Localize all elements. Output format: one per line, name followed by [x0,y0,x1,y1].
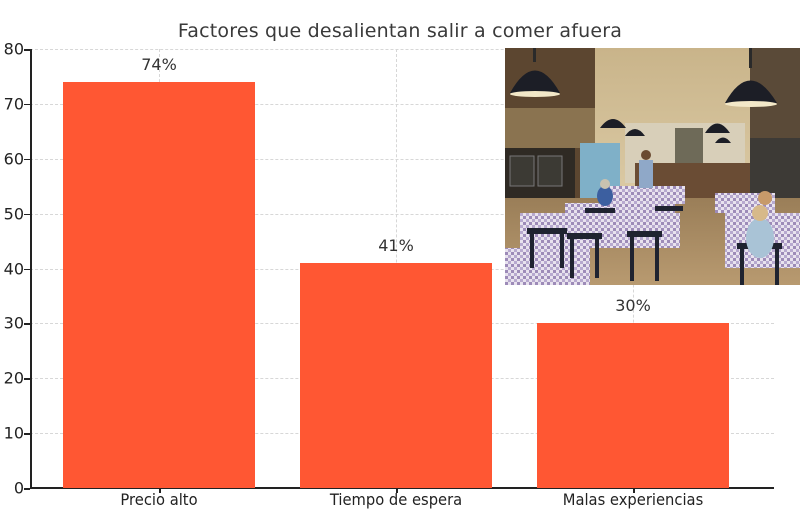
x-tick [633,488,635,493]
y-tick-label: 60 [3,149,24,169]
gridline-horizontal [30,158,774,160]
y-tick [24,433,30,435]
y-tick-label: 20 [3,368,24,388]
bar-value-label: 74% [141,54,177,74]
gridline-horizontal [30,49,774,50]
x-tick-label: Malas experiencias [562,490,704,509]
y-tick [24,49,30,51]
y-tick [24,268,30,270]
gridline-horizontal [30,103,774,105]
chart-title: Factores que desalientan salir a comer a… [177,20,623,42]
y-tick [24,488,30,490]
y-tick-label: 40 [3,259,24,278]
bar-value-label: 30% [615,296,651,316]
bar [300,263,492,488]
y-tick-label: 80 [3,39,24,59]
y-tick-label: 70 [3,94,24,114]
x-tick-label: Tiempo de espera [329,490,463,509]
y-tick-label: 50 [3,204,24,224]
y-tick [24,158,30,161]
y-axis-line [30,49,32,488]
x-tick [159,488,161,493]
y-tick [24,378,30,380]
y-tick-label: 10 [3,423,24,443]
bar [537,323,729,488]
y-tick [24,103,30,106]
bar-value-label: 41% [378,236,414,255]
y-tick-label: 0 [13,478,24,498]
restaurant-photo [505,48,800,285]
bar [63,81,255,488]
gridline-horizontal [30,213,774,215]
y-tick [24,323,30,325]
x-tick [396,488,398,493]
y-tick [24,213,30,216]
y-tick-label: 30 [3,313,24,333]
x-tick-label: Precio alto [120,490,198,509]
